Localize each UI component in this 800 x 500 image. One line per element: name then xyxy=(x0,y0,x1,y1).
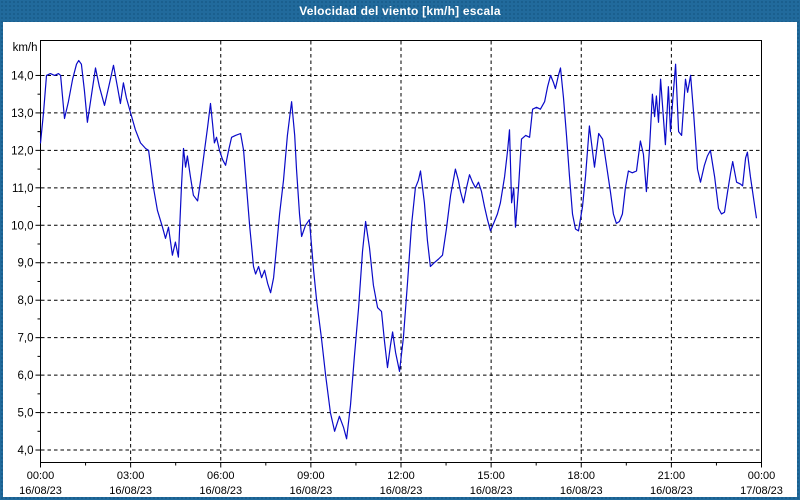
x-axis-date-label: 16/08/23 xyxy=(470,485,513,497)
chart-title: Velocidad del viento [km/h] escala xyxy=(299,4,501,18)
x-axis-time-label: 00:00 xyxy=(27,470,55,482)
x-axis-date-label: 16/08/23 xyxy=(289,485,332,497)
x-axis-time-label: 06:00 xyxy=(207,470,235,482)
x-axis-time-label: 18:00 xyxy=(567,470,595,482)
x-axis-date-label: 16/08/23 xyxy=(380,485,423,497)
y-axis-label: 6,0 xyxy=(18,370,34,382)
x-axis-time-label: 09:00 xyxy=(297,470,325,482)
x-axis-time-label: 12:00 xyxy=(387,470,415,482)
title-bar: Velocidad del viento [km/h] escala xyxy=(0,0,800,22)
y-axis-label: 12,0 xyxy=(11,145,33,157)
y-axis-label: 10,0 xyxy=(11,220,33,232)
x-axis-date-label: 16/08/23 xyxy=(560,485,603,497)
y-axis-unit-label: km/h xyxy=(13,42,38,54)
x-axis-date-label: 16/08/23 xyxy=(109,485,152,497)
x-axis-time-label: 03:00 xyxy=(117,470,145,482)
y-axis-label: 4,0 xyxy=(18,445,34,457)
chart-content: 14,0 13,0 12,0 11,0 10,0 9,0 8,0 7,0 6,0 5,0 4,0 00… xyxy=(3,22,797,497)
wind-speed-line xyxy=(39,59,758,440)
y-axis-label: 11,0 xyxy=(12,183,34,195)
y-axis-label: 9,0 xyxy=(18,258,34,270)
y-axis-label: 8,0 xyxy=(18,295,34,307)
x-axis-time-label: 00:00 xyxy=(748,470,776,482)
x-axis-date-label: 16/08/23 xyxy=(650,485,693,497)
x-axis-time-label: 21:00 xyxy=(658,470,686,482)
x-axis-date-label: 16/08/23 xyxy=(19,485,62,497)
x-axis-date-label: 16/08/23 xyxy=(199,485,242,497)
y-axis-label: 13,0 xyxy=(11,108,33,120)
y-axis-label: 7,0 xyxy=(18,333,34,345)
x-axis-date-label: 17/08/23 xyxy=(740,485,783,497)
y-axis-label: 14,0 xyxy=(11,70,33,82)
x-axis-time-label: 15:00 xyxy=(477,470,505,482)
chart-canvas: 14,0 13,0 12,0 11,0 10,0 9,0 8,0 7,0 6,0 5,0 4,0 00… xyxy=(11,40,783,497)
y-axis-label: 5,0 xyxy=(18,408,34,420)
